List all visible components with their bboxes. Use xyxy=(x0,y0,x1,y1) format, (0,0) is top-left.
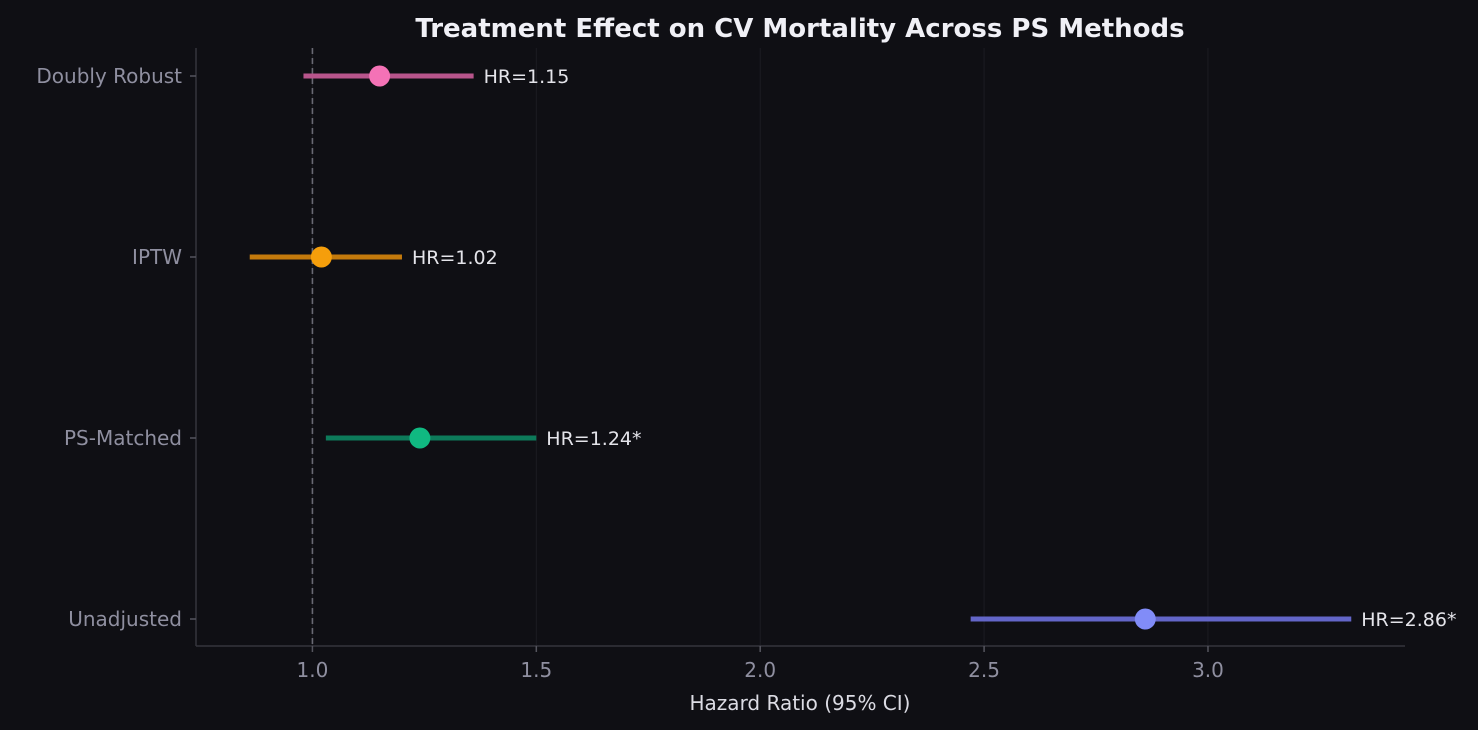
chart-title: Treatment Effect on CV Mortality Across … xyxy=(415,14,1184,44)
y-tick-label: Unadjusted xyxy=(68,607,182,631)
x-tick-label: 1.0 xyxy=(297,658,329,682)
y-tick-label: IPTW xyxy=(132,245,182,269)
hr-annotation: HR=1.15 xyxy=(484,66,570,88)
hr-point xyxy=(409,427,431,449)
hr-annotation: HR=2.86* xyxy=(1361,609,1456,631)
y-tick-label: Doubly Robust xyxy=(36,64,182,88)
hr-point xyxy=(310,246,332,268)
x-tick-label: 1.5 xyxy=(520,658,552,682)
x-tick-label: 2.5 xyxy=(968,658,1000,682)
hr-annotation: HR=1.24* xyxy=(546,428,641,450)
y-tick-label: PS-Matched xyxy=(64,426,182,450)
marks-layer: HR=2.86* HR=1.24* HR=1.02 HR=1.15 xyxy=(249,65,1456,631)
hr-point xyxy=(1134,608,1156,630)
x-tick-label: 3.0 xyxy=(1192,658,1224,682)
hr-point xyxy=(369,65,391,87)
x-tick-label: 2.0 xyxy=(744,658,776,682)
x-axis-label: Hazard Ratio (95% CI) xyxy=(690,691,911,715)
axes-layer: 1.0 1.5 2.0 2.5 3.0 Unadjusted PS-Matched IPTW D… xyxy=(36,48,1405,682)
hr-annotation: HR=1.02 xyxy=(412,247,498,269)
grid-layer xyxy=(311,48,1209,646)
